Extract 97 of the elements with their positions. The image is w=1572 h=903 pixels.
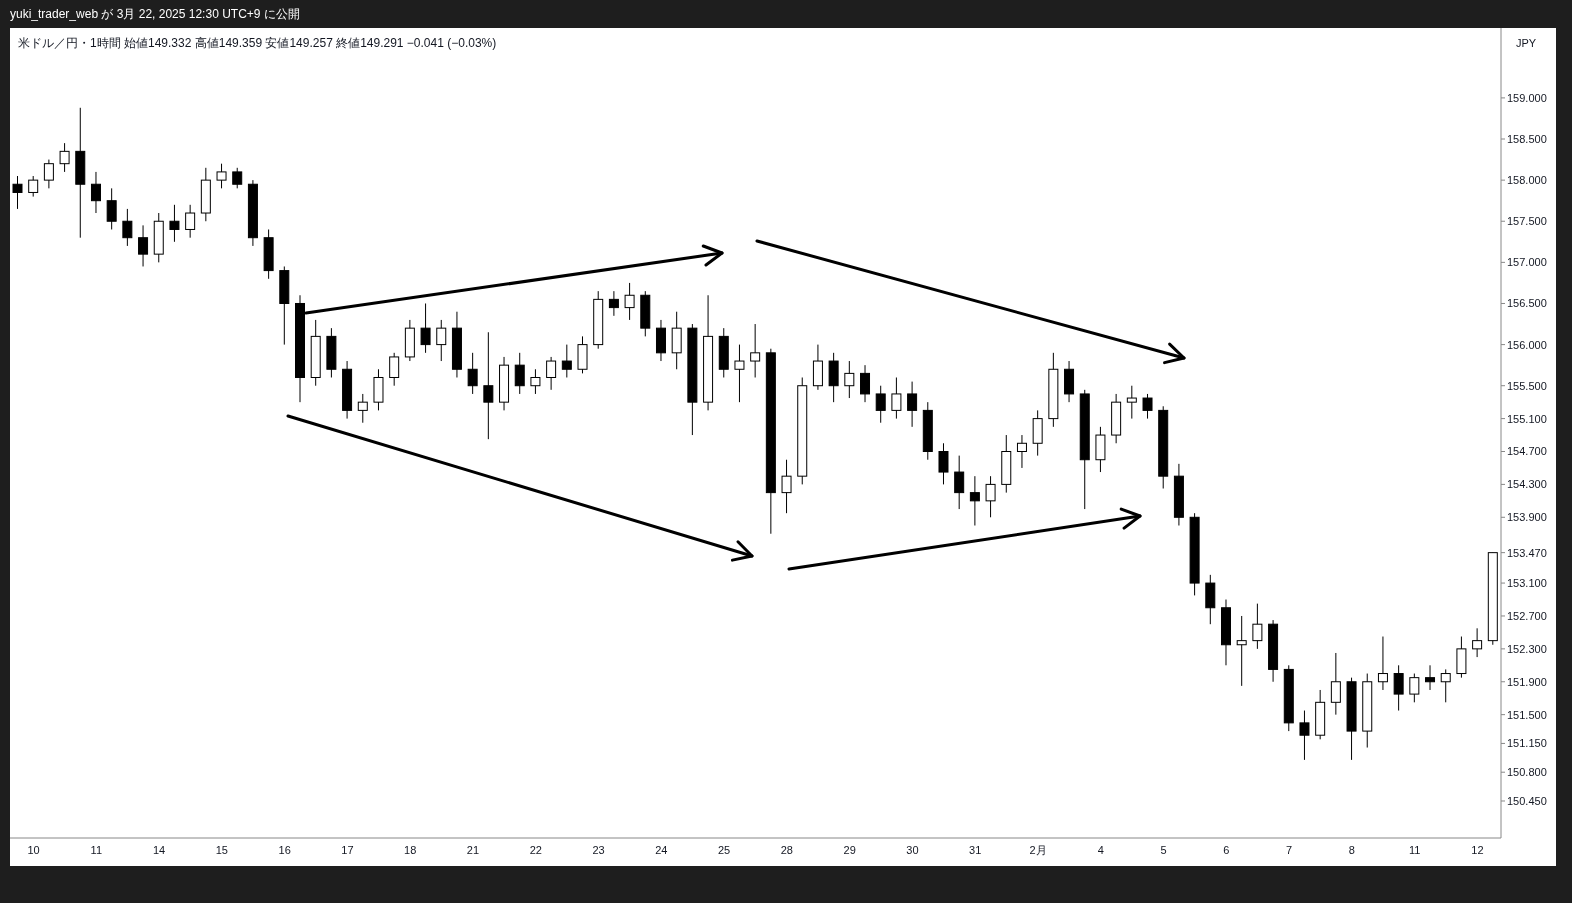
candlestick [624,282,635,321]
y-tick-label: 151.900 [1507,675,1547,688]
x-tick-label: 22 [529,843,542,856]
candlestick [12,175,23,210]
x-tick-label: 28 [780,843,794,856]
candlestick [608,290,619,317]
y-tick-label: 159.000 [1507,91,1547,104]
candlestick [1440,668,1451,703]
y-tick-label: 152.700 [1507,609,1547,622]
candlestick [28,175,39,198]
y-tick-label: 155.100 [1507,412,1547,425]
x-tick-label: 10 [27,843,40,856]
y-tick-label: 151.150 [1507,737,1547,750]
x-tick-label: 6 [1223,843,1230,856]
candlestick [106,187,117,230]
x-tick-label: 5 [1160,843,1167,856]
x-tick-label: 30 [906,843,919,856]
candlestick [1393,664,1404,712]
candlestick [216,163,227,189]
x-tick-label: 4 [1097,843,1104,856]
candlestick [938,442,949,485]
x-tick-label: 18 [404,843,417,856]
x-tick-label: 11 [90,843,103,856]
x-tick-label: 8 [1348,843,1355,856]
candlestick [467,352,478,395]
candlestick [420,302,431,354]
candlestick [138,224,149,267]
candlestick [985,475,996,518]
candlestick [891,376,902,420]
candlestick [514,352,525,395]
x-tick-label: 15 [215,843,228,856]
candlestick [436,319,447,362]
candlestick [1142,393,1153,420]
candlestick [1472,627,1483,658]
candlestick [1409,673,1420,703]
candlestick [561,344,572,378]
y-tick-label: 157.000 [1507,256,1547,269]
candlestick [969,475,980,527]
candlestick [185,204,196,239]
candlestick [1252,603,1263,650]
candlestick [1016,434,1027,469]
y-tick-label: 154.700 [1507,445,1547,458]
y-tick-label: 151.500 [1507,708,1547,721]
x-tick-label: 7 [1286,843,1293,856]
x-tick-label: 12 [1471,843,1484,856]
candlestick [357,393,368,424]
candlestick [750,323,761,378]
candlestick [59,142,70,173]
y-tick-label: 152.300 [1507,642,1547,655]
x-tick-label: 29 [843,843,856,856]
candlestick [546,356,557,391]
y-tick-label: 157.500 [1507,215,1547,228]
candlestick [907,381,918,428]
text: 米ドル／円・1時間 始値149.332 高値149.359 安値149.257 終値149.291 −0.041 (−0.03%) [18,35,497,52]
y-axis-title: JPY [1514,37,1538,49]
candlestick [1377,636,1388,691]
y-tick-label: 154.300 [1507,478,1547,491]
x-tick-label: 11 [1408,843,1421,856]
x-tick-label: 24 [655,843,668,856]
candlestick [781,459,792,514]
y-tick-label: 153.900 [1507,511,1547,524]
candlestick [122,208,133,247]
y-tick-label: 150.800 [1507,766,1547,779]
y-tick-label: 158.500 [1507,132,1547,145]
candlestick [530,368,541,395]
candlestick [860,364,871,403]
y-tick-label: 153.100 [1507,576,1547,589]
y-tick-label: 153.470 [1507,546,1547,559]
x-tick-label: 16 [278,843,291,856]
candlestick [1126,385,1137,420]
candlestick [1330,652,1341,716]
x-tick-label: 17 [341,843,354,856]
candlestick [844,360,855,399]
y-tick-label: 150.450 [1507,794,1547,807]
x-tick-label: 31 [969,843,982,856]
candlestick [734,344,745,403]
y-tick-label: 156.000 [1507,338,1547,351]
x-tick-label: 25 [717,843,731,856]
candlestick [90,171,101,214]
x-tick-label: 23 [592,843,605,856]
candlestick [389,352,400,387]
candlestick [1236,615,1247,687]
candlestick [169,204,180,243]
candlestick [1425,664,1436,691]
text: yuki_trader_web が 3月 22, 2025 12:30 UTC+9 に公開 [10,6,300,23]
candlestick [954,455,965,510]
candlestick [232,167,243,189]
candlestick [875,385,886,424]
x-tick-label: 2月 [1029,843,1047,856]
candlestick [483,331,494,440]
x-tick-label: 14 [152,843,166,856]
y-tick-label: 158.000 [1507,174,1547,187]
candlestick [43,159,54,189]
x-tick-label: 21 [466,843,480,856]
y-tick-label: 156.500 [1507,297,1547,310]
candlestick [1299,710,1310,761]
y-tick-label: 155.500 [1507,379,1547,392]
